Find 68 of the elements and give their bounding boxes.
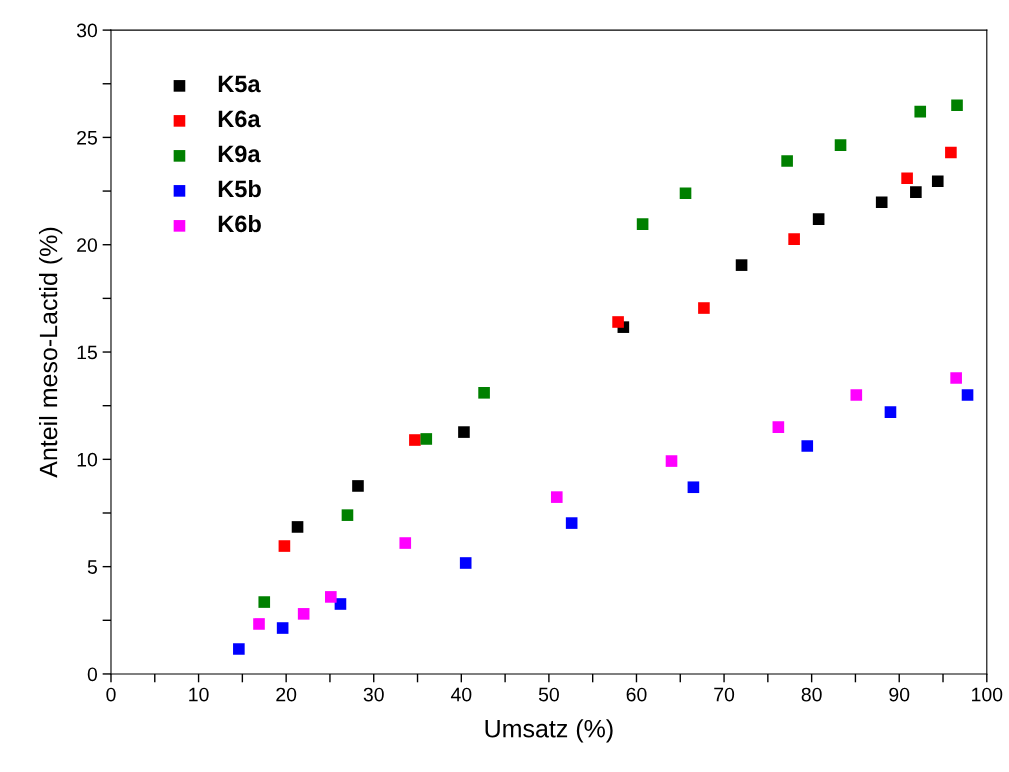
point bbox=[550, 491, 563, 503]
point bbox=[612, 316, 624, 328]
x-tick-label: 20 bbox=[276, 687, 297, 702]
point bbox=[781, 155, 793, 167]
point bbox=[399, 537, 412, 549]
point bbox=[478, 387, 490, 399]
x-tick-label: 60 bbox=[626, 687, 647, 702]
point bbox=[291, 521, 304, 533]
point bbox=[910, 186, 922, 198]
point bbox=[679, 187, 692, 200]
point bbox=[325, 591, 337, 603]
legend-label: K9a bbox=[218, 145, 261, 163]
point bbox=[735, 259, 748, 271]
y-tick-label: 20 bbox=[77, 238, 98, 252]
point bbox=[772, 421, 785, 433]
point bbox=[636, 218, 649, 230]
legend-label: K6a bbox=[218, 110, 261, 128]
x-tick-label: 100 bbox=[972, 687, 1003, 702]
x-tick-label: 30 bbox=[363, 687, 384, 702]
x-tick-label: 0 bbox=[106, 687, 116, 702]
point bbox=[931, 175, 944, 188]
x-tick-label: 80 bbox=[801, 687, 822, 702]
x-tick-label: 70 bbox=[714, 687, 735, 702]
y-tick-label: 5 bbox=[87, 560, 97, 574]
point bbox=[834, 139, 847, 151]
point bbox=[687, 481, 700, 494]
point bbox=[409, 434, 421, 446]
point bbox=[788, 233, 800, 245]
point bbox=[276, 622, 289, 634]
point bbox=[698, 302, 710, 314]
point bbox=[801, 440, 814, 452]
y-tick-label: 15 bbox=[77, 345, 97, 360]
x-tick-label: 50 bbox=[538, 687, 559, 702]
point bbox=[458, 426, 470, 438]
y-tick-label: 10 bbox=[77, 452, 98, 467]
x-tick-label: 10 bbox=[189, 687, 209, 702]
point bbox=[297, 608, 310, 620]
point bbox=[565, 517, 578, 529]
legend-label: K5b bbox=[218, 179, 261, 198]
y-tick-label: 30 bbox=[76, 23, 98, 38]
x-axis-title: Umsatz (%) bbox=[485, 719, 613, 743]
point bbox=[945, 146, 957, 159]
point bbox=[258, 596, 271, 608]
point bbox=[253, 618, 265, 630]
point bbox=[850, 389, 863, 401]
point bbox=[665, 455, 678, 467]
legend-label: K6b bbox=[218, 214, 261, 233]
point bbox=[278, 540, 291, 552]
y-tick-label: 0 bbox=[87, 667, 98, 682]
y-tick-label: 25 bbox=[77, 130, 97, 145]
point bbox=[961, 389, 974, 401]
point bbox=[951, 99, 963, 112]
point bbox=[233, 643, 245, 655]
legend-label: K5a bbox=[218, 75, 261, 93]
point bbox=[459, 557, 472, 569]
point bbox=[950, 372, 962, 384]
point bbox=[420, 433, 433, 445]
x-tick-label: 40 bbox=[450, 687, 472, 702]
point bbox=[884, 406, 897, 418]
point bbox=[914, 105, 927, 118]
x-tick-label: 90 bbox=[889, 687, 910, 702]
y-axis-title: Anteil meso-Lactid (%) bbox=[38, 227, 63, 478]
point bbox=[334, 598, 347, 610]
point bbox=[901, 172, 913, 184]
point bbox=[352, 480, 364, 492]
point bbox=[341, 509, 354, 521]
point bbox=[875, 196, 888, 209]
point bbox=[812, 213, 825, 225]
